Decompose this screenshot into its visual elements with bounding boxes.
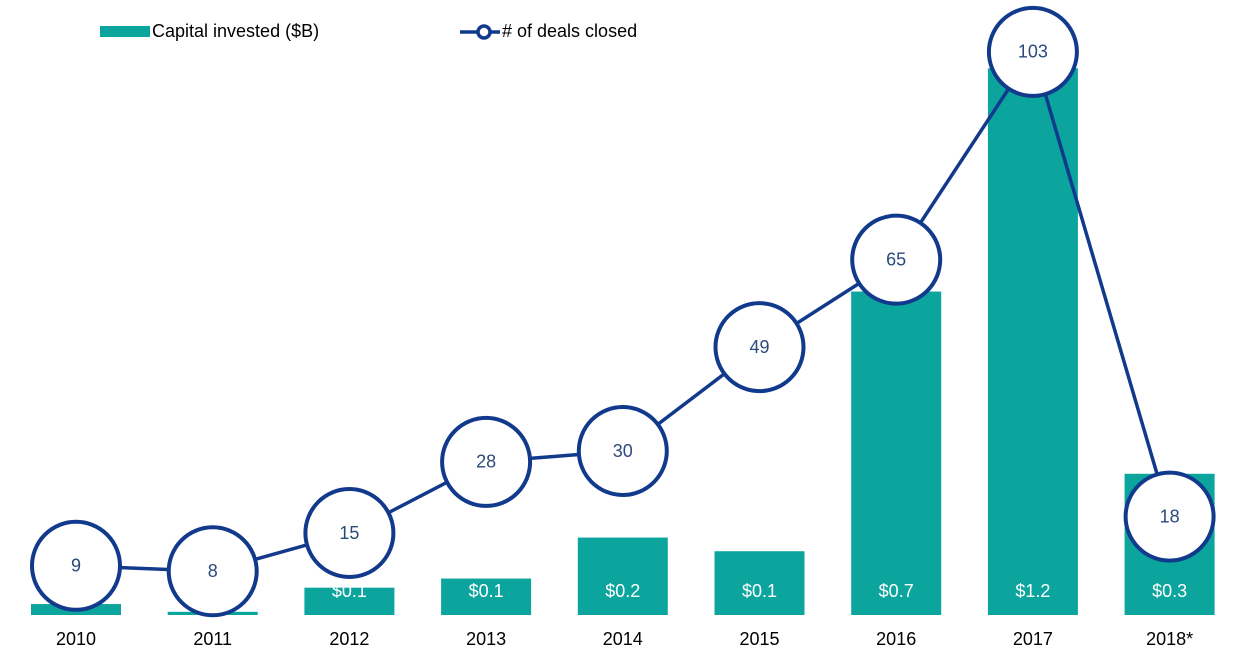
point-marker	[166, 525, 259, 618]
bar	[577, 537, 668, 615]
legend-marker	[476, 24, 492, 40]
point-value-label: 15	[339, 523, 359, 543]
point-marker	[576, 405, 669, 497]
point-marker	[30, 519, 122, 612]
x-tick-label: 2018*	[1146, 629, 1193, 649]
x-tick-label: 2015	[739, 629, 779, 649]
bar	[851, 291, 942, 615]
x-tick-label: 2012	[329, 629, 369, 649]
bar	[304, 587, 395, 615]
bar-value-label: $0.3	[1152, 581, 1187, 601]
x-tick-label: 2010	[56, 629, 96, 649]
point-marker	[303, 487, 396, 579]
bar-value-label: $0.1	[332, 581, 367, 601]
x-tick-label: 2017	[1013, 629, 1053, 649]
legend-swatch	[100, 26, 150, 37]
x-tick-label: 2013	[466, 629, 506, 649]
point-value-label: 9	[71, 556, 81, 576]
point-value-label: 49	[749, 337, 769, 357]
point-value-label: 28	[476, 452, 496, 472]
bar-value-label: $0.7	[879, 581, 914, 601]
legend-label: # of deals closed	[502, 21, 637, 41]
x-tick-label: 2016	[876, 629, 916, 649]
point-marker	[440, 415, 533, 508]
x-tick-label: 2014	[603, 629, 643, 649]
x-tick-label: 2011	[193, 629, 232, 649]
point-value-label: 18	[1160, 506, 1180, 526]
legend-label: Capital invested ($B)	[152, 21, 319, 41]
point-value-label: 8	[208, 561, 218, 581]
bar	[714, 551, 805, 615]
point-marker	[986, 5, 1079, 98]
bar-value-label: $1.2	[1015, 581, 1050, 601]
bar-value-label: $0.1	[742, 581, 777, 601]
point-value-label: 65	[886, 249, 906, 269]
point-marker	[713, 301, 806, 394]
point-marker	[1123, 470, 1216, 563]
bar	[987, 68, 1078, 616]
point-value-label: 103	[1018, 42, 1048, 62]
point-marker	[850, 213, 943, 306]
bar-value-label: $0.1	[469, 581, 504, 601]
bar	[441, 578, 532, 615]
bar-value-label: $0.2	[605, 581, 640, 601]
point-value-label: 30	[613, 441, 633, 461]
